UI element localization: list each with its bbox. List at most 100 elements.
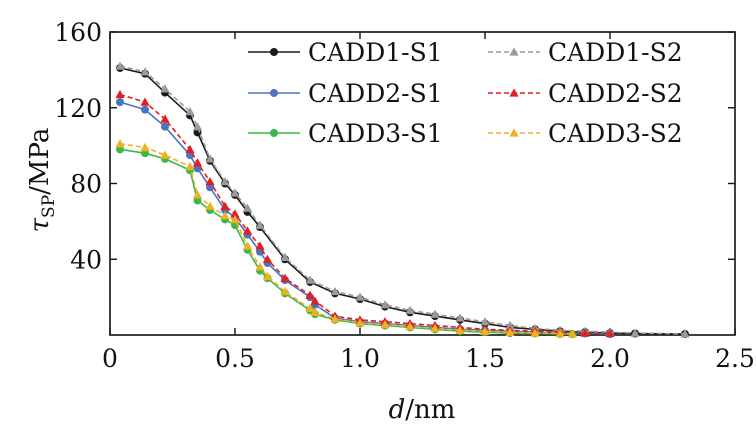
data-point-cadd2-s2	[605, 328, 615, 338]
data-point-cadd1-s2	[505, 320, 515, 330]
data-point-cadd2-s2	[580, 328, 590, 337]
data-point-cadd1-s2	[455, 313, 465, 322]
data-point-cadd2-s2	[255, 241, 265, 250]
y-axis-label: τSP/MPa	[25, 128, 59, 233]
series-line-cadd1-s2	[119, 65, 686, 335]
data-point-cadd2-s2	[185, 144, 195, 154]
data-point-cadd3-s2	[262, 271, 273, 280]
x-tick-label: 1.5	[465, 344, 505, 373]
data-point-cadd1-s2	[220, 177, 230, 186]
data-point-cadd3-s2	[205, 201, 215, 210]
data-point-cadd3-s2	[230, 214, 240, 224]
data-point-cadd1-s2	[230, 188, 240, 197]
series-line-cadd1-s1	[119, 67, 686, 335]
legend-marker-cadd1-s1	[269, 48, 278, 57]
legend-item-cadd2-s1: CADD2-S1	[248, 79, 443, 108]
data-point-cadd3-s2	[380, 319, 390, 329]
legend-label-cadd1-s2: CADD1-S2	[548, 38, 683, 67]
legend-item-cadd2-s2: CADD2-S2	[488, 79, 683, 108]
legend-marker-cadd3-s2	[509, 128, 519, 137]
data-point-cadd2-s2	[160, 114, 170, 123]
y-tick-label: 120	[54, 94, 102, 123]
y-axis-label-unit: /MPa	[25, 128, 55, 195]
series-layer	[115, 61, 690, 339]
data-point-cadd2-s2	[192, 158, 203, 167]
series-cadd3-s2	[115, 139, 578, 338]
data-point-cadd1-s2	[430, 309, 440, 318]
legend-label-cadd2-s2: CADD2-S2	[548, 79, 683, 108]
y-tick-label: 160	[54, 18, 102, 47]
data-point-cadd2-s2	[310, 296, 320, 305]
legend-marker-cadd1-s2	[509, 47, 519, 56]
data-point-cadd3-s2	[505, 327, 515, 336]
legend-item-cadd1-s1: CADD1-S1	[248, 38, 443, 67]
legend-item-cadd3-s2: CADD3-S2	[488, 119, 683, 148]
x-tick-label: 0	[102, 344, 118, 373]
data-point-cadd3-s2	[567, 329, 578, 338]
x-axis-label-variable: d	[389, 395, 406, 425]
legend-marker-cadd3-s1	[269, 128, 278, 137]
x-tick-label: 2.0	[590, 344, 630, 373]
data-point-cadd2-s2	[230, 209, 240, 218]
legend-item-cadd1-s2: CADD1-S2	[488, 38, 683, 67]
data-point-cadd1-s2	[355, 292, 365, 301]
data-point-cadd3-s2	[480, 326, 490, 335]
data-point-cadd3-s2	[555, 328, 565, 338]
data-point-cadd3-s2	[255, 262, 265, 271]
data-point-cadd1-s2	[480, 317, 490, 326]
legend: CADD1-S1 CADD1-S2 CADD2-S1 CADD2-S2 CADD3-S1…	[248, 38, 683, 148]
x-tick-label: 2.5	[715, 344, 755, 373]
legend-label-cadd3-s1: CADD3-S1	[308, 119, 443, 148]
data-point-cadd1-s2	[160, 84, 170, 93]
legend-item-cadd3-s1: CADD3-S1	[248, 119, 443, 148]
data-point-cadd2-s2	[205, 177, 215, 186]
data-point-cadd3-s2	[185, 161, 195, 171]
data-point-cadd2-s1	[116, 98, 125, 107]
data-point-cadd2-s2	[242, 226, 253, 235]
series-cadd3-s1	[116, 145, 577, 339]
legend-label-cadd1-s1: CADD1-S1	[308, 38, 443, 67]
data-point-cadd2-s2	[115, 89, 125, 99]
series-line-cadd3-s1	[119, 148, 573, 335]
data-point-cadd2-s2	[262, 254, 273, 263]
data-point-cadd1-s2	[140, 67, 150, 76]
data-point-cadd3-s2	[355, 318, 365, 327]
data-point-cadd3-s2	[115, 139, 125, 148]
x-axis-label-unit: /nm	[405, 395, 455, 425]
data-point-cadd3-s2	[530, 328, 540, 337]
x-axis-label: d/nm	[389, 395, 456, 425]
data-point-cadd2-s1	[140, 105, 149, 114]
data-point-cadd3-s2	[455, 325, 465, 334]
data-point-cadd1-s2	[280, 252, 290, 262]
y-axis-label-variable: τ	[25, 217, 55, 232]
data-point-cadd3-s2	[330, 314, 340, 323]
legend-label-cadd2-s1: CADD2-S1	[308, 79, 443, 108]
data-point-cadd3-s2	[280, 286, 290, 296]
plot-frame	[109, 31, 736, 336]
data-point-cadd1-s2	[192, 122, 203, 131]
data-point-cadd3-s2	[310, 307, 320, 316]
legend-marker-cadd2-s2	[509, 88, 519, 97]
y-axis-label-subscript: SP	[39, 195, 59, 218]
data-point-cadd2-s1	[160, 122, 169, 131]
data-point-cadd3-s2	[305, 303, 315, 313]
data-point-cadd3-s2	[140, 142, 150, 152]
data-point-cadd3-s2	[220, 211, 230, 220]
legend-marker-cadd2-s1	[269, 89, 278, 98]
data-point-cadd1-s2	[255, 220, 265, 229]
data-point-cadd1-s2	[185, 106, 195, 116]
x-tick-label: 0.5	[215, 344, 255, 373]
data-point-cadd1-s2	[242, 203, 253, 212]
data-point-cadd1-s2	[115, 61, 125, 70]
data-point-cadd2-s2	[140, 97, 150, 106]
y-tick-label: 80	[70, 170, 102, 199]
data-point-cadd3-s2	[405, 321, 415, 331]
data-point-cadd1-s2	[680, 329, 690, 338]
legend-label-cadd3-s2: CADD3-S2	[548, 119, 683, 148]
data-point-cadd1-s2	[205, 154, 215, 163]
data-point-cadd2-s2	[220, 201, 230, 210]
data-point-cadd3-s2	[430, 323, 440, 333]
data-point-cadd3-s2	[242, 241, 253, 250]
data-point-cadd2-s2	[280, 273, 290, 282]
